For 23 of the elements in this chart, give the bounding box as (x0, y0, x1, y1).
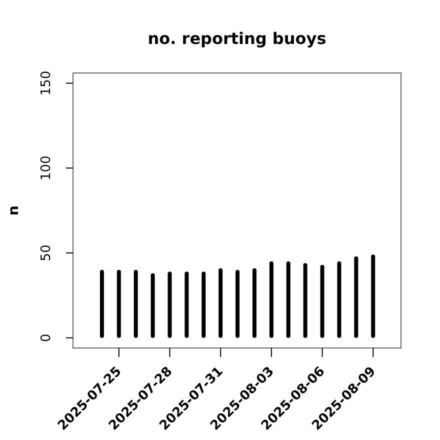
bar (286, 261, 290, 338)
bar (236, 270, 240, 338)
y-tick-label: 100 (39, 156, 54, 180)
bar (116, 270, 121, 338)
bar (371, 254, 376, 338)
bar (303, 263, 308, 338)
bar (337, 261, 342, 338)
bar (202, 272, 206, 338)
bar (184, 272, 189, 338)
y-tick-label: 0 (39, 334, 54, 342)
bar (150, 273, 155, 338)
bar (252, 268, 256, 338)
bar (134, 270, 138, 338)
y-tick-label: 50 (39, 244, 54, 262)
bar (218, 268, 223, 338)
bar (269, 261, 274, 338)
bar (320, 264, 324, 338)
bar (100, 270, 104, 338)
y-axis-title: n (6, 206, 22, 216)
chart-title: no. reporting buoys (148, 29, 326, 48)
bar (168, 272, 172, 338)
bar (354, 256, 358, 338)
y-tick-label: 150 (39, 70, 54, 96)
